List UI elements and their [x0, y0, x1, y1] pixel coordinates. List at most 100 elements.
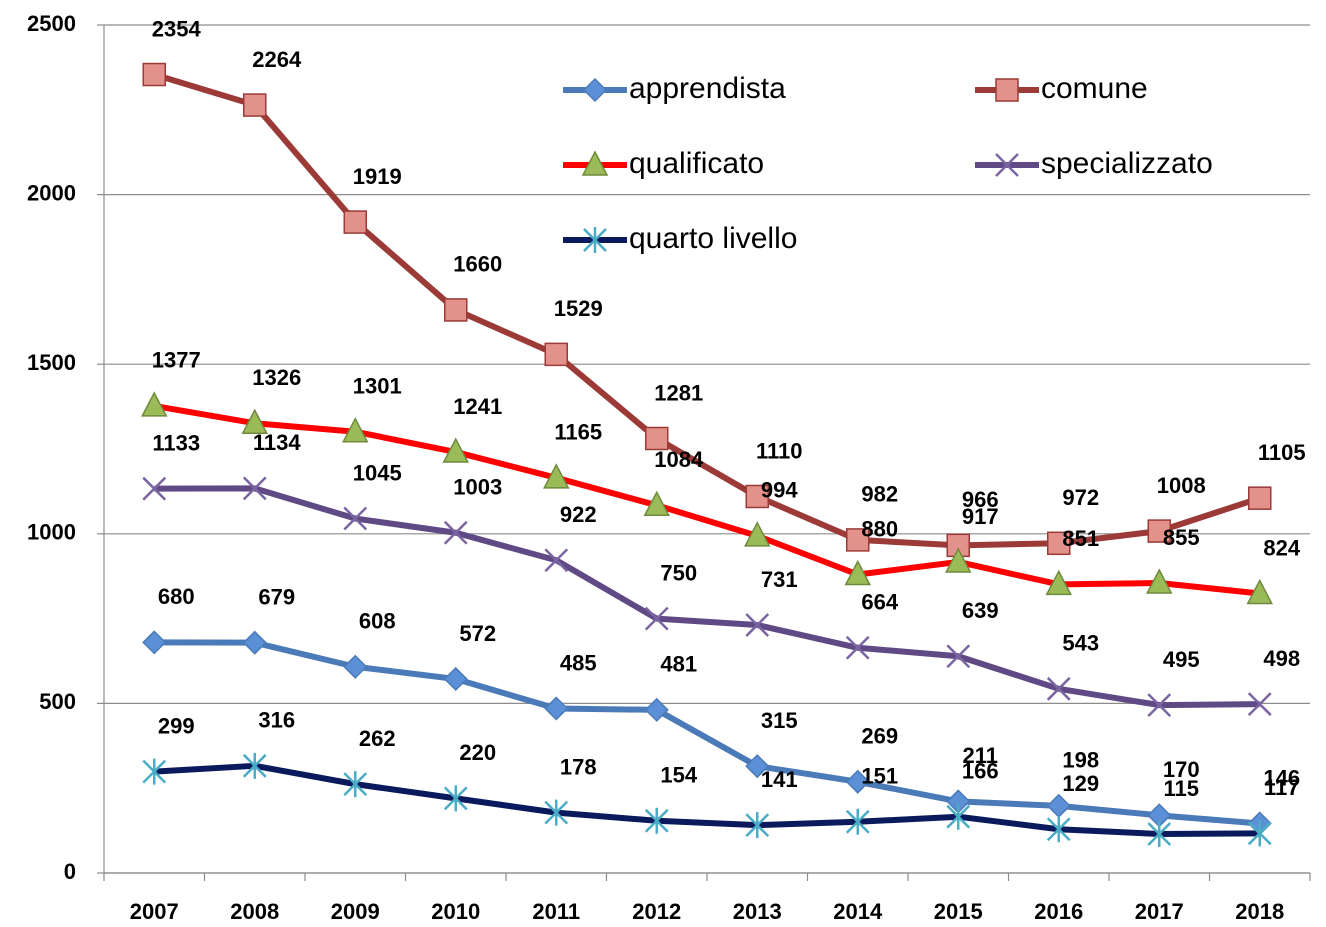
marker-shape — [845, 635, 870, 660]
data-label: 269 — [861, 724, 898, 749]
point-marker — [846, 528, 870, 552]
point-marker — [544, 799, 569, 826]
data-label: 994 — [761, 478, 798, 503]
data-label: 639 — [962, 598, 999, 623]
point-marker — [1147, 519, 1171, 543]
marker-shape — [1247, 820, 1272, 847]
marker-shape — [243, 93, 267, 117]
point-marker — [543, 463, 570, 489]
point-marker — [343, 210, 367, 234]
data-label: 731 — [761, 567, 798, 592]
marker-shape — [241, 408, 268, 434]
legend-label: quarto livello — [629, 222, 797, 255]
marker-shape — [844, 559, 871, 586]
marker-shape — [995, 153, 1019, 177]
x-tick-label: 2010 — [431, 899, 480, 924]
point-marker — [443, 520, 468, 545]
point-marker — [1045, 569, 1072, 596]
data-label: 1529 — [554, 296, 603, 321]
point-marker — [745, 754, 770, 779]
data-label: 1045 — [353, 460, 402, 485]
data-label: 664 — [861, 590, 898, 615]
point-marker — [644, 606, 669, 631]
data-label: 855 — [1163, 525, 1200, 550]
marker-shape — [242, 630, 267, 655]
point-marker — [845, 808, 870, 835]
series-line — [154, 762, 1260, 837]
marker-shape — [1147, 693, 1172, 717]
point-marker — [745, 613, 770, 637]
x-tick-label: 2016 — [1034, 899, 1083, 924]
marker-shape — [543, 463, 570, 489]
point-marker — [241, 408, 268, 434]
marker-shape — [1147, 820, 1172, 847]
point-marker — [1147, 693, 1172, 717]
data-label: 880 — [861, 516, 898, 541]
data-label: 1003 — [453, 475, 502, 500]
point-marker — [343, 771, 368, 798]
marker-shape — [1248, 486, 1272, 510]
point-marker — [443, 666, 468, 692]
point-marker — [845, 635, 870, 660]
legend-label: apprendista — [629, 72, 786, 105]
data-label: 299 — [158, 713, 195, 738]
data-label: 1133 — [152, 430, 200, 455]
point-marker — [142, 62, 166, 87]
data-label: 1084 — [654, 447, 704, 472]
marker-shape — [644, 606, 669, 631]
marker-shape — [1146, 568, 1173, 594]
point-marker — [142, 476, 167, 501]
marker-shape — [995, 78, 1019, 102]
marker-shape — [242, 752, 267, 779]
data-label: 117 — [1264, 775, 1300, 800]
y-tick-label: 500 — [39, 689, 76, 714]
marker-shape — [1147, 519, 1171, 543]
data-label: 198 — [1062, 748, 1099, 773]
legend-marker — [581, 150, 609, 176]
marker-shape — [1045, 569, 1072, 596]
point-marker — [243, 93, 267, 117]
series-line — [154, 485, 1260, 709]
x-tick-label: 2017 — [1135, 899, 1184, 924]
marker-shape — [442, 437, 469, 463]
marker-shape — [1046, 793, 1071, 818]
marker-shape — [845, 808, 870, 835]
marker-shape — [945, 547, 972, 573]
data-label: 2354 — [152, 16, 202, 41]
marker-shape — [645, 426, 669, 451]
point-marker — [1248, 486, 1272, 510]
point-marker — [141, 391, 168, 417]
legend-marker — [583, 227, 607, 253]
data-label: 1008 — [1157, 473, 1206, 498]
x-tick-label: 2007 — [130, 899, 179, 924]
data-label: 115 — [1164, 776, 1200, 801]
point-marker — [342, 417, 369, 443]
x-tick-label: 2018 — [1235, 899, 1284, 924]
x-tick-label: 2014 — [833, 899, 883, 924]
data-label: 211 — [963, 743, 999, 768]
data-label: 262 — [359, 726, 396, 751]
y-tick-label: 2000 — [27, 180, 76, 205]
legend-marker — [995, 78, 1019, 102]
marker-shape — [544, 696, 569, 721]
marker-shape — [142, 476, 167, 501]
x-tick-label: 2012 — [632, 899, 681, 924]
marker-shape — [1246, 578, 1273, 605]
point-marker — [745, 484, 769, 509]
point-marker — [142, 758, 167, 785]
point-marker — [645, 426, 669, 451]
legend-marker — [995, 153, 1019, 177]
marker-shape — [946, 644, 971, 669]
legend-label: specializzato — [1041, 147, 1213, 180]
marker-shape — [581, 150, 609, 176]
data-label: 1241 — [453, 394, 502, 419]
point-marker — [946, 644, 971, 669]
point-marker — [643, 490, 670, 517]
marker-shape — [142, 758, 167, 785]
data-label: 1377 — [152, 348, 201, 373]
x-tick-label: 2009 — [331, 899, 380, 924]
point-marker — [544, 696, 569, 721]
data-label: 498 — [1263, 646, 1300, 671]
marker-shape — [643, 490, 670, 517]
